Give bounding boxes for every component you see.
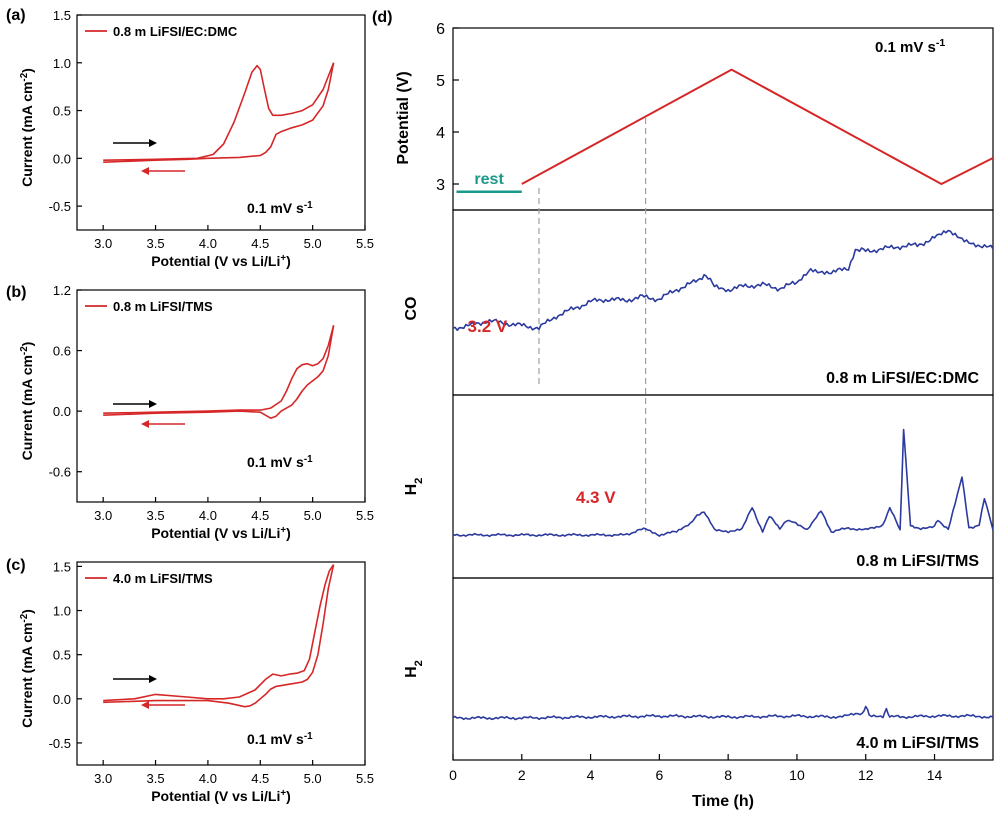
panel-d-xtick-label: 8 <box>724 767 732 783</box>
panel-a-arrow-forward-head <box>149 139 157 147</box>
ms-label-0: 0.8 m LiFSI/EC:DMC <box>826 370 979 387</box>
panel-b-frame <box>76 289 366 503</box>
panel-c-xtick-label: 3.0 <box>94 771 112 786</box>
panel-c-label: (c) <box>6 557 26 574</box>
panel-c-ylabel: Current (mA cm-2) <box>19 609 36 728</box>
panel-a-xtick-label: 5.0 <box>304 236 322 251</box>
panel-a-xtick-label: 5.5 <box>356 236 374 251</box>
panel-d-xtick-label: 14 <box>927 767 943 783</box>
panel-c-xlabel: Potential (V vs Li/Li+) <box>151 788 291 805</box>
panel-b-ytick-label: 0.6 <box>53 344 71 359</box>
panel-b-ylabel: Current (mA cm-2) <box>19 342 36 461</box>
panel-b-scan-rate: 0.1 mV s-1 <box>247 454 313 471</box>
panel-a-label: (a) <box>6 7 26 24</box>
potential-ylabel: Potential (V) <box>395 71 412 164</box>
panel-a-ytick-label: 1.5 <box>53 8 71 23</box>
panel-b-xtick-label: 4.5 <box>251 508 269 523</box>
ms-signal-0 <box>452 229 994 332</box>
panel-c-ytick-label: 1.5 <box>53 559 71 574</box>
panel-a-ytick-label: -0.5 <box>49 199 71 214</box>
panel-c-ytick-label: -0.5 <box>49 736 71 751</box>
panel-c-frame <box>76 561 366 766</box>
panel-a-cv-sweep-0 <box>103 62 335 161</box>
panel-c-arrow-reverse-head <box>141 701 149 709</box>
panel-d-xtick-label: 10 <box>789 767 805 783</box>
ms-ylabel-1: H2 <box>403 478 425 496</box>
ms-ylabel-0: CO <box>403 297 420 321</box>
panel-c-ytick-label: 0.0 <box>53 692 71 707</box>
potential-ytick-label: 5 <box>436 73 445 90</box>
ms-onset-1: 4.3 V <box>576 488 616 507</box>
ms-onset-0: 3.2 V <box>468 317 508 336</box>
panel-d-subplot-frame-3 <box>452 577 994 761</box>
panel-a-ylabel: Current (mA cm-2) <box>19 68 36 187</box>
panel-b-arrow-forward-head <box>149 400 157 408</box>
panel-d-xtick-label: 2 <box>518 767 526 783</box>
panel-a-frame <box>76 14 366 231</box>
panel-b-arrow-reverse-head <box>141 420 149 428</box>
panel-a-xtick-label: 3.0 <box>94 236 112 251</box>
panel-a-ytick-label: 0.0 <box>53 151 71 166</box>
panel-a-ytick-label: 1.0 <box>53 56 71 71</box>
panel-d-subplot-frame-2 <box>452 394 994 579</box>
panel-d-xtick-label: 12 <box>858 767 874 783</box>
panel-d-subplot-frame-1 <box>452 209 994 396</box>
potential-scan-rate: 0.1 mV s-1 <box>875 37 945 56</box>
panel-a-xtick-label: 3.5 <box>147 236 165 251</box>
panel-b-xtick-label: 3.0 <box>94 508 112 523</box>
panel-b-ytick-label: -0.6 <box>49 465 71 480</box>
ms-ylabel-2: H2 <box>403 660 425 678</box>
panel-b-xlabel: Potential (V vs Li/Li+) <box>151 525 291 542</box>
panel-c-xtick-label: 4.0 <box>199 771 217 786</box>
panel-c-legend-text: 4.0 m LiFSI/TMS <box>113 571 213 586</box>
panel-c-cv-sweep-0 <box>103 564 335 702</box>
potential-ytick-label: 6 <box>436 21 445 38</box>
panel-a-xtick-label: 4.5 <box>251 236 269 251</box>
ms-signal-1 <box>452 428 994 538</box>
panel-d-xtick-label: 6 <box>655 767 663 783</box>
panel-b-ytick-label: 0.0 <box>53 404 71 419</box>
panel-a-cv-sweep-1 <box>103 62 335 163</box>
panel-a-ytick-label: 0.5 <box>53 104 71 119</box>
panel-c-ytick-label: 1.0 <box>53 604 71 619</box>
panel-c-cv-sweep-1 <box>103 564 335 708</box>
rest-label: rest <box>474 171 504 188</box>
potential-profile <box>521 68 994 185</box>
panel-b-xtick-label: 4.0 <box>199 508 217 523</box>
panel-c-ytick-label: 0.5 <box>53 648 71 663</box>
panel-b-cv-sweep-1 <box>103 325 335 420</box>
panel-a-arrow-reverse-head <box>141 167 149 175</box>
potential-ytick-label: 4 <box>436 125 445 142</box>
ms-label-2: 4.0 m LiFSI/TMS <box>856 735 979 752</box>
ms-label-1: 0.8 m LiFSI/TMS <box>856 553 979 570</box>
panel-b-ytick-label: 1.2 <box>53 283 71 298</box>
panel-b-xtick-label: 3.5 <box>147 508 165 523</box>
panel-b-xtick-label: 5.0 <box>304 508 322 523</box>
panel-b-cv-sweep-0 <box>103 325 335 414</box>
potential-ytick-label: 3 <box>436 177 445 194</box>
panel-a-legend-text: 0.8 m LiFSI/EC:DMC <box>113 24 238 39</box>
panel-d-xlabel: Time (h) <box>692 793 754 810</box>
panel-c-xtick-label: 4.5 <box>251 771 269 786</box>
panel-c-xtick-label: 5.5 <box>356 771 374 786</box>
panel-c-scan-rate: 0.1 mV s-1 <box>247 731 313 748</box>
panel-d-xtick-label: 4 <box>587 767 595 783</box>
panel-a-xtick-label: 4.0 <box>199 236 217 251</box>
panel-c-xtick-label: 3.5 <box>147 771 165 786</box>
panel-a-scan-rate: 0.1 mV s-1 <box>247 200 313 217</box>
panel-b-xtick-label: 5.5 <box>356 508 374 523</box>
panel-c-xtick-label: 5.0 <box>304 771 322 786</box>
ms-signal-2 <box>452 705 994 721</box>
panel-b-legend-text: 0.8 m LiFSI/TMS <box>113 299 213 314</box>
panel-b-label: (b) <box>6 284 26 301</box>
panel-d-xtick-label: 0 <box>449 767 457 783</box>
panel-c-arrow-forward-head <box>149 675 157 683</box>
panel-d-label: (d) <box>372 9 392 26</box>
panel-a-xlabel: Potential (V vs Li/Li+) <box>151 253 291 270</box>
